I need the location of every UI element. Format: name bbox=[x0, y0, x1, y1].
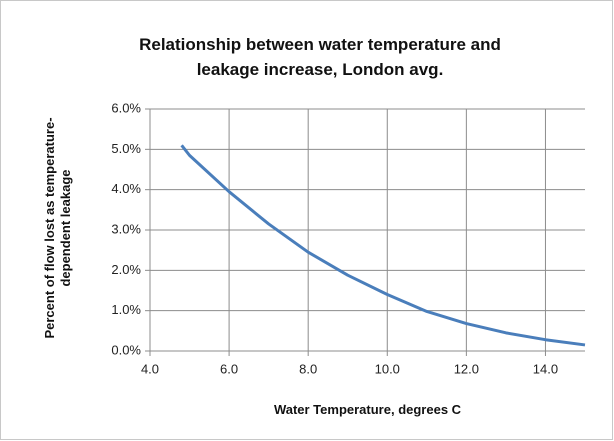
x-tick-label: 8.0 bbox=[299, 361, 317, 376]
x-tick-label: 12.0 bbox=[454, 361, 479, 376]
x-tick-label: 4.0 bbox=[141, 361, 159, 376]
y-tick-label: 5.0% bbox=[111, 141, 141, 156]
y-tick-label: 4.0% bbox=[111, 181, 141, 196]
y-tick-label: 1.0% bbox=[111, 302, 141, 317]
y-tick-label: 3.0% bbox=[111, 221, 141, 236]
x-tick-label: 10.0 bbox=[375, 361, 400, 376]
y-tick-label: 2.0% bbox=[111, 262, 141, 277]
x-tick-label: 14.0 bbox=[533, 361, 558, 376]
line-series bbox=[180, 144, 586, 347]
y-tick-label: 0.0% bbox=[111, 342, 141, 357]
chart-title: Relationship between water temperature a… bbox=[139, 35, 501, 79]
y-tick-label: 6.0% bbox=[111, 100, 141, 115]
x-tick-label: 6.0 bbox=[220, 361, 238, 376]
y-axis-label: Percent of flow lost as temperature-depe… bbox=[42, 117, 73, 339]
x-axis-label: Water Temperature, degrees C bbox=[273, 402, 462, 417]
